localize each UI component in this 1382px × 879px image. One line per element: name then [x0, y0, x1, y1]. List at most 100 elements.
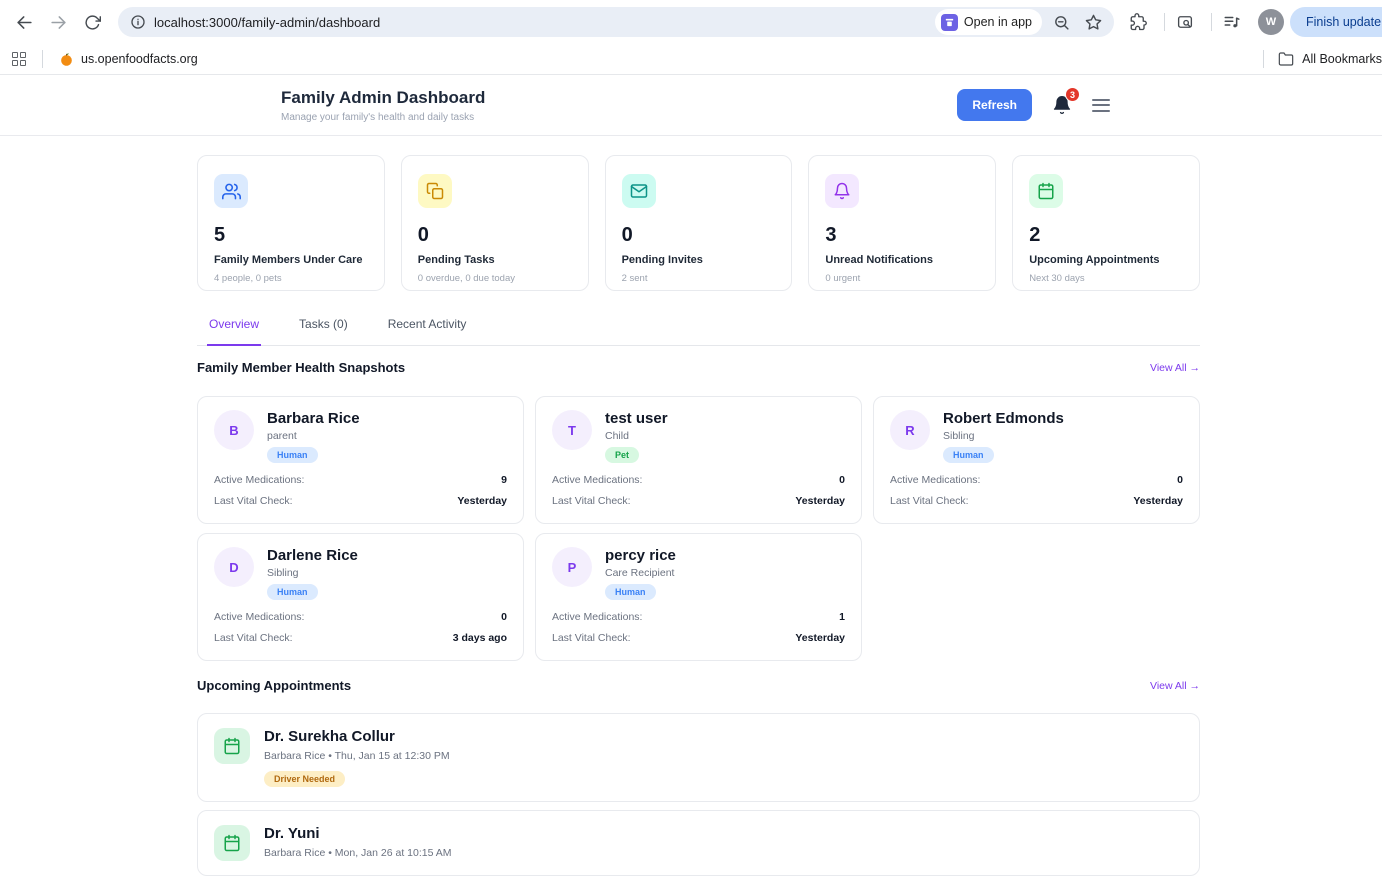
bookmark-openfoodfacts[interactable]: us.openfoodfacts.org: [59, 52, 198, 67]
notifications-bell-icon[interactable]: 3: [1052, 87, 1080, 115]
meds-value: 1: [839, 611, 845, 623]
tab-overview[interactable]: Overview: [207, 309, 262, 346]
vital-label: Last Vital Check:: [552, 495, 631, 507]
member-role: Sibling: [267, 567, 299, 579]
avatar: T: [552, 410, 592, 450]
appointment-card[interactable]: Dr. Surekha Collur Barbara Rice • Thu, J…: [197, 713, 1200, 802]
profile-avatar[interactable]: W: [1258, 9, 1284, 35]
species-badge: Human: [267, 447, 318, 463]
appointment-meta: Barbara Rice • Mon, Jan 26 at 10:15 AM: [264, 847, 452, 859]
extensions-icon[interactable]: [1124, 8, 1152, 36]
zoom-out-icon[interactable]: [1048, 9, 1074, 35]
stat-sub: Next 30 days: [1029, 273, 1085, 284]
vital-value: Yesterday: [795, 495, 845, 507]
appointment-doctor: Dr. Surekha Collur: [264, 728, 395, 745]
stat-card-unread-notifications[interactable]: 3 Unread Notifications 0 urgent: [808, 155, 997, 291]
page-title: Family Admin Dashboard: [281, 87, 486, 107]
appointment-meta: Barbara Rice • Thu, Jan 15 at 12:30 PM: [264, 750, 450, 762]
meds-label: Active Medications:: [552, 611, 643, 623]
stat-label: Pending Tasks: [417, 254, 495, 266]
member-name: Darlene Rice: [267, 547, 358, 564]
back-icon[interactable]: [10, 8, 38, 36]
dashboard-tabs: Overview Tasks (0) Recent Activity: [197, 309, 1200, 346]
stat-card-pending-invites[interactable]: 0 Pending Invites 2 sent: [604, 155, 793, 291]
members-view-all-link[interactable]: View All →: [1150, 361, 1200, 374]
vital-label: Last Vital Check:: [890, 495, 969, 507]
vital-value: Yesterday: [457, 495, 507, 507]
appointments-section-title: Upcoming Appointments: [197, 678, 352, 693]
site-info-icon[interactable]: [130, 14, 146, 30]
members-section-head: Family Member Health Snapshots View All …: [197, 360, 1200, 375]
toolbar-divider: [1211, 13, 1212, 31]
toolbar-divider: [1164, 13, 1165, 31]
stat-value: 5: [214, 224, 226, 246]
vital-value: Yesterday: [1133, 495, 1183, 507]
bookmark-label: us.openfoodfacts.org: [81, 52, 198, 66]
avatar: R: [890, 410, 930, 450]
bell-icon: [825, 174, 860, 208]
menu-icon[interactable]: [1092, 98, 1110, 112]
tab-recent-activity[interactable]: Recent Activity: [387, 317, 467, 331]
vital-label: Last Vital Check:: [214, 495, 293, 507]
meds-value: 0: [839, 474, 845, 486]
stat-label: Family Members Under Care: [214, 254, 363, 266]
stats-row: 5 Family Members Under Care 4 people, 0 …: [197, 155, 1200, 291]
member-name: test user: [605, 410, 668, 427]
all-bookmarks-label: All Bookmarks: [1302, 52, 1382, 66]
refresh-button[interactable]: Refresh: [957, 89, 1032, 121]
stat-label: Unread Notifications: [825, 254, 933, 266]
vital-label: Last Vital Check:: [552, 632, 631, 644]
dashboard-header: Family Admin Dashboard Manage your famil…: [0, 75, 1382, 136]
stat-value: 3: [825, 224, 837, 246]
avatar: P: [552, 547, 592, 587]
media-controls-icon[interactable]: [1218, 8, 1246, 36]
appointments-list: Dr. Surekha Collur Barbara Rice • Thu, J…: [197, 713, 1200, 876]
member-role: parent: [267, 430, 297, 442]
address-bar[interactable]: localhost:3000/family-admin/dashboard Op…: [118, 7, 1114, 37]
member-role: Child: [605, 430, 629, 442]
all-bookmarks[interactable]: All Bookmarks: [1251, 50, 1382, 68]
meds-label: Active Medications:: [214, 611, 305, 623]
stat-value: 0: [417, 224, 429, 246]
apps-grid-icon[interactable]: [12, 52, 26, 66]
stat-card-family-members[interactable]: 5 Family Members Under Care 4 people, 0 …: [197, 155, 385, 291]
member-card[interactable]: R Robert Edmonds Sibling Human Active Me…: [873, 396, 1200, 524]
stat-card-upcoming-appointments[interactable]: 2 Upcoming Appointments Next 30 days: [1012, 155, 1200, 291]
bookmark-star-icon[interactable]: [1080, 9, 1106, 35]
calendar-icon: [214, 728, 250, 764]
appointments-view-all-link[interactable]: View All →: [1150, 679, 1200, 692]
calendar-icon: [1029, 174, 1064, 208]
species-badge: Human: [267, 584, 318, 600]
member-card[interactable]: T test user Child Pet Active Medications…: [535, 396, 862, 524]
open-in-app-chip[interactable]: Open in app: [934, 9, 1042, 35]
meds-value: 0: [1177, 474, 1183, 486]
member-name: Robert Edmonds: [943, 410, 1064, 427]
url-text[interactable]: localhost:3000/family-admin/dashboard: [154, 14, 381, 30]
member-role: Sibling: [943, 430, 975, 442]
vital-value: Yesterday: [795, 632, 845, 644]
species-badge: Human: [943, 447, 994, 463]
stat-label: Upcoming Appointments: [1029, 254, 1160, 266]
forward-icon[interactable]: [44, 8, 72, 36]
member-card[interactable]: P percy rice Care Recipient Human Active…: [535, 533, 862, 661]
tab-tasks[interactable]: Tasks (0): [299, 317, 348, 331]
vital-value: 3 days ago: [452, 632, 507, 644]
reload-icon[interactable]: [78, 8, 106, 36]
openfoodfacts-favicon: [61, 52, 72, 66]
notification-count-badge: 3: [1065, 87, 1080, 102]
open-in-app-label: Open in app: [963, 15, 1032, 29]
stat-card-pending-tasks[interactable]: 0 Pending Tasks 0 overdue, 0 due today: [400, 155, 589, 291]
member-card[interactable]: B Barbara Rice parent Human Active Medic…: [197, 396, 524, 524]
stat-value: 0: [621, 224, 633, 246]
tab-search-icon[interactable]: [1171, 8, 1199, 36]
member-card[interactable]: D Darlene Rice Sibling Human Active Medi…: [197, 533, 524, 661]
stat-sub: 2 sent: [621, 273, 648, 284]
appointment-card[interactable]: Dr. Yuni Barbara Rice • Mon, Jan 26 at 1…: [197, 810, 1200, 876]
stat-label: Pending Invites: [621, 254, 703, 266]
member-name: Barbara Rice: [267, 410, 360, 427]
stat-sub: 4 people, 0 pets: [214, 273, 282, 284]
driver-needed-badge: Driver Needed: [264, 771, 346, 787]
appointments-section-head: Upcoming Appointments View All →: [197, 678, 1200, 693]
members-section-title: Family Member Health Snapshots: [197, 360, 406, 375]
finish-update-button[interactable]: Finish update: [1290, 7, 1382, 37]
